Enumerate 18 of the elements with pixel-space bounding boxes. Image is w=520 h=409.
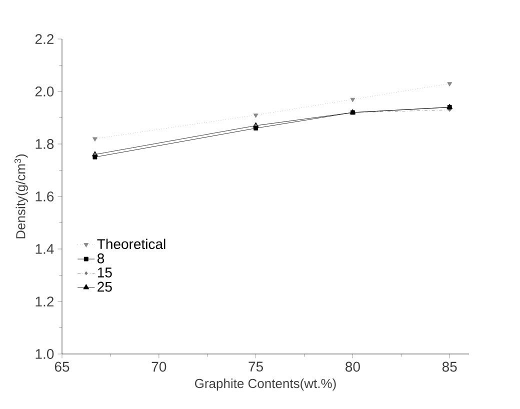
legend-label: 15 [98, 268, 112, 278]
x-tick-label: 85 [442, 362, 457, 372]
x-axis-title: Graphite Contents(wt.%) [194, 378, 336, 391]
y-tick-label: 1.8 [36, 139, 54, 149]
legend-label: 25 [98, 282, 112, 292]
y-tick-label: 1.6 [36, 192, 54, 202]
y-tick-label: 1.0 [36, 349, 54, 359]
x-tick-label: 80 [346, 362, 360, 372]
y-axis-title: Density(g/cm$^{3}$) [14, 154, 28, 238]
legend-label: 8 [97, 253, 104, 264]
x-tick-label: 70 [152, 362, 166, 372]
y-tick-label: 2.0 [35, 86, 54, 96]
y-tick-label: 1.2 [36, 296, 54, 306]
x-tick-label: 75 [248, 362, 264, 372]
y-tick-label: 1.4 [36, 244, 54, 254]
legend-label: Theoretical [97, 238, 166, 250]
x-tick-label: 65 [54, 362, 70, 372]
y-tick-label: 2.2 [35, 34, 54, 44]
